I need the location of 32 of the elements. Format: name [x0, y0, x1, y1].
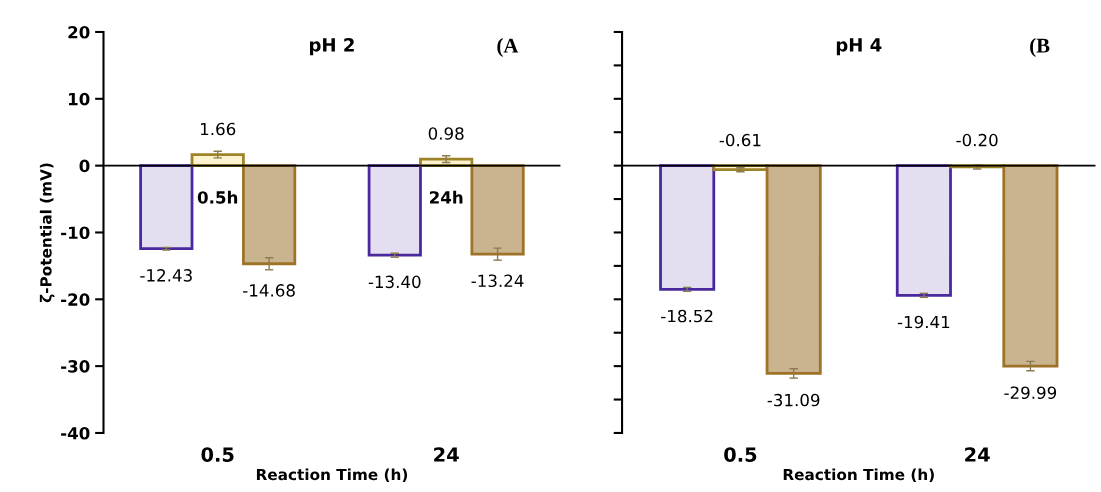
y-tick-label: -30	[61, 360, 90, 373]
data-label: -12.43	[140, 269, 192, 282]
data-label: -0.20	[956, 133, 998, 147]
y-axis-title: ζ-Potential (mV)	[39, 163, 55, 303]
data-label: -13.40	[368, 275, 421, 289]
y-tick-label: -40	[61, 426, 90, 440]
x-tick-label: 0.5	[724, 447, 757, 462]
y-tick-label: -10	[61, 226, 90, 240]
x-tick-label: 24	[434, 447, 459, 462]
x-tick-label: 24	[965, 447, 990, 462]
data-label: -0.61	[719, 133, 761, 147]
x-axis-title: Reaction Time (h)	[783, 468, 934, 483]
data-label: -31.09	[767, 393, 820, 407]
data-label: 0.98	[428, 127, 464, 140]
data-label: -29.99	[1004, 386, 1057, 400]
data-label: 1.66	[201, 122, 236, 136]
annotation: (A	[497, 37, 519, 57]
data-label: -19.41	[897, 315, 950, 329]
x-axis-title: Reaction Time (h)	[256, 468, 408, 483]
annotation: 24h	[429, 190, 463, 204]
data-label: -18.52	[661, 309, 713, 323]
annotation: (B	[1030, 37, 1050, 57]
y-tick-label: 20	[68, 25, 90, 39]
y-tick-label: 10	[68, 92, 90, 106]
annotation: 0.5h	[197, 190, 238, 204]
chart-title: pH 2	[310, 38, 354, 56]
chart-title: pH 4	[836, 38, 882, 56]
y-tick-label: 0	[79, 159, 90, 173]
x-tick-label: 0.5	[201, 447, 234, 462]
data-label: -14.68	[243, 284, 295, 297]
y-tick-label: -20	[61, 293, 90, 306]
data-label: -13.24	[471, 274, 524, 288]
